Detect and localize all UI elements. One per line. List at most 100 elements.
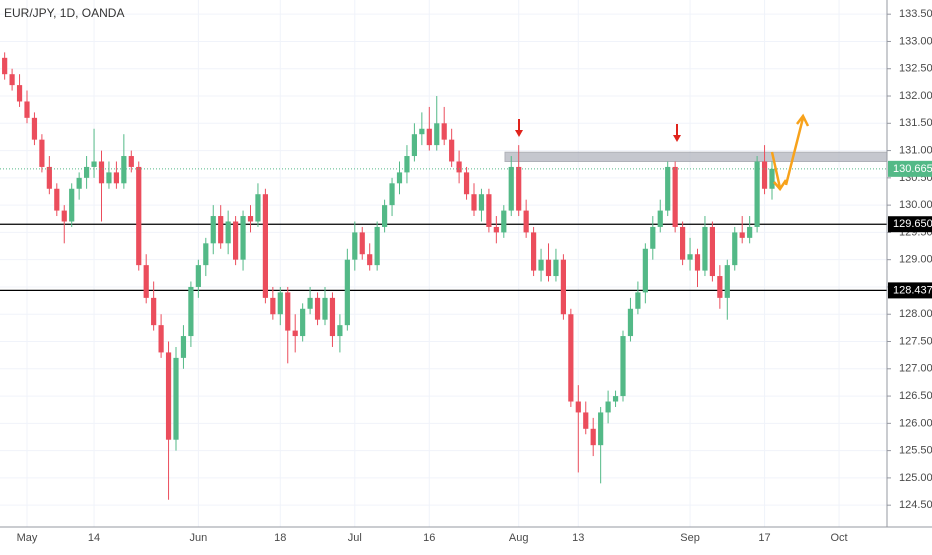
candle-body bbox=[575, 401, 581, 413]
candle-body bbox=[747, 226, 753, 238]
candle-body bbox=[374, 226, 380, 266]
candle-body bbox=[367, 254, 373, 266]
orange-arrow bbox=[770, 151, 788, 192]
candle-body bbox=[307, 297, 313, 309]
candle-body bbox=[694, 254, 701, 271]
candle-body bbox=[396, 172, 403, 184]
red-arrow-head bbox=[673, 135, 681, 142]
candle-body bbox=[717, 276, 723, 298]
candle-body bbox=[754, 161, 760, 227]
plot-area bbox=[0, 52, 887, 500]
candle-body bbox=[121, 156, 127, 184]
candle-body bbox=[262, 194, 268, 298]
y-tick-label: 126.500 bbox=[899, 390, 932, 402]
level-label: 128.437 bbox=[893, 284, 932, 296]
candle-body bbox=[493, 226, 499, 233]
x-tick-label: 14 bbox=[88, 532, 100, 544]
candle-body bbox=[314, 297, 321, 320]
candle-body bbox=[568, 314, 574, 402]
y-tick-label: 125.000 bbox=[899, 472, 932, 484]
candle-body bbox=[165, 352, 172, 440]
candle-body bbox=[523, 210, 529, 233]
candle-body bbox=[84, 166, 90, 178]
candle-body bbox=[180, 336, 187, 358]
y-tick-label: 133.000 bbox=[899, 35, 932, 47]
y-tick-label: 131.000 bbox=[899, 144, 932, 156]
candle-body bbox=[255, 194, 261, 222]
y-tick-label: 124.500 bbox=[899, 499, 932, 511]
y-tick-label: 125.500 bbox=[899, 445, 932, 457]
candle-body bbox=[240, 216, 246, 260]
candle-body bbox=[106, 172, 112, 184]
candle-body bbox=[449, 139, 455, 162]
candle-body bbox=[724, 265, 730, 298]
x-tick-label: Jul bbox=[348, 532, 362, 544]
candle-body bbox=[143, 265, 149, 298]
level-label-box bbox=[888, 282, 932, 299]
candle-body bbox=[270, 297, 276, 315]
candle-body bbox=[329, 297, 336, 337]
candle-body bbox=[69, 188, 75, 222]
candle-body bbox=[158, 325, 164, 353]
candle-body bbox=[419, 128, 425, 135]
candle-body bbox=[344, 259, 350, 326]
candle-body bbox=[54, 188, 60, 211]
y-tick-label: 130.000 bbox=[899, 199, 932, 211]
candle-body bbox=[665, 166, 671, 211]
y-tick-label: 126.000 bbox=[899, 417, 932, 429]
x-tick-label: 16 bbox=[423, 532, 435, 544]
candle-body bbox=[516, 166, 522, 211]
candle-body bbox=[61, 210, 67, 222]
y-tick-label: 131.500 bbox=[899, 117, 932, 129]
candle-body bbox=[478, 194, 485, 211]
y-tick-label: 129.000 bbox=[899, 254, 932, 266]
candle-body bbox=[352, 232, 358, 260]
candle-body bbox=[426, 128, 432, 146]
candle-body bbox=[389, 183, 395, 206]
x-tick-label: Sep bbox=[680, 532, 700, 544]
y-tick-label: 132.000 bbox=[899, 90, 932, 102]
candle-body bbox=[91, 161, 97, 167]
level-label: 129.650 bbox=[893, 218, 932, 230]
red-arrow-head bbox=[515, 130, 523, 137]
x-tick-label: May bbox=[17, 532, 38, 544]
candle-body bbox=[680, 226, 686, 260]
candle-body bbox=[657, 210, 663, 227]
candle-body bbox=[300, 308, 306, 337]
candle-body bbox=[486, 194, 492, 227]
candle-body bbox=[9, 74, 15, 86]
candle-body bbox=[672, 166, 678, 227]
resistance-zone bbox=[504, 151, 887, 162]
chart-title: EUR/JPY, 1D, OANDA bbox=[4, 6, 124, 20]
candle-body bbox=[382, 205, 388, 227]
candle-body bbox=[605, 401, 611, 413]
candle-body bbox=[292, 330, 298, 337]
candle-body bbox=[434, 123, 440, 146]
last-price-label-box bbox=[888, 160, 932, 177]
candle-body bbox=[39, 139, 45, 167]
candle-body bbox=[210, 216, 216, 244]
candle-body bbox=[128, 156, 134, 167]
candle-body bbox=[136, 166, 142, 266]
axis-labels: 124.500 125.000 125.500 126.000 126.500 127.0… bbox=[17, 8, 932, 544]
candle-body bbox=[411, 134, 417, 157]
candle-body bbox=[24, 101, 30, 118]
candle-body bbox=[2, 57, 8, 75]
candle-body bbox=[247, 216, 254, 222]
candle-body bbox=[545, 259, 552, 277]
candle-body bbox=[471, 194, 477, 211]
candle-body bbox=[195, 265, 201, 287]
level-label-box bbox=[888, 216, 932, 233]
candle-body bbox=[769, 168, 775, 189]
candle-body bbox=[508, 166, 514, 211]
candle-body bbox=[404, 156, 410, 173]
x-tick-label: 13 bbox=[572, 532, 584, 544]
x-tick-label: 17 bbox=[758, 532, 770, 544]
candle-body bbox=[635, 292, 641, 309]
candle-body bbox=[560, 259, 566, 315]
y-tick-label: 127.000 bbox=[899, 363, 932, 375]
y-tick-label: 128.000 bbox=[899, 308, 932, 320]
candle-body bbox=[46, 166, 52, 189]
candle-body bbox=[456, 161, 462, 173]
